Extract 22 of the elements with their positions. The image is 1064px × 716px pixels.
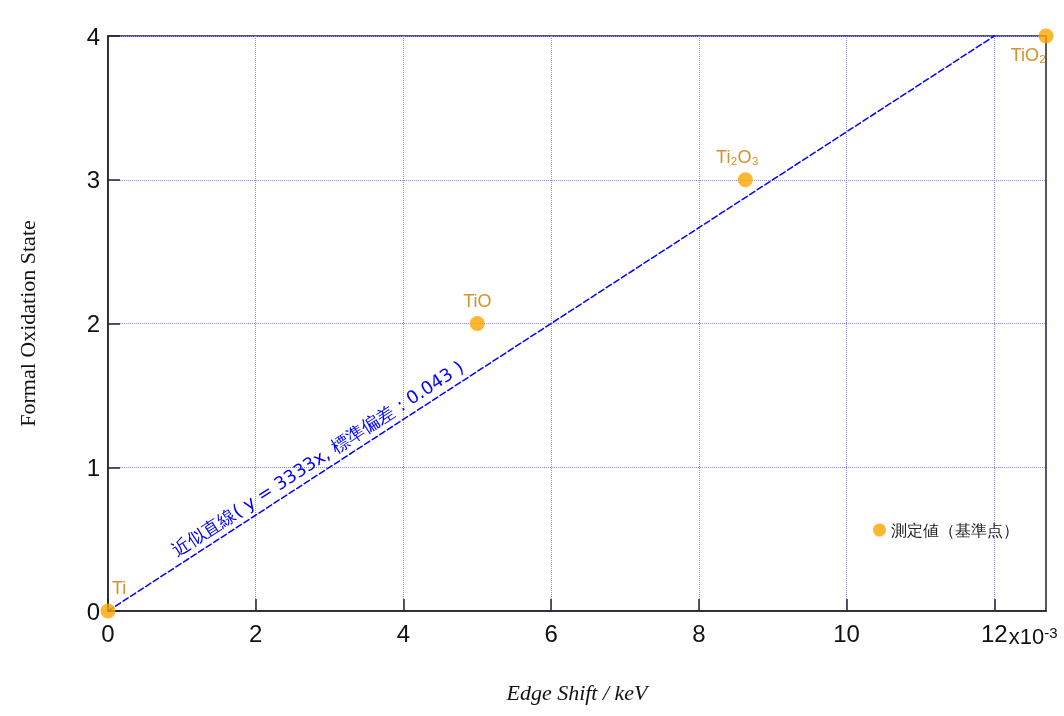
point xyxy=(469,316,485,331)
x-axis-title: Edge Shift / keV xyxy=(505,679,651,705)
y-tick-label: 3 xyxy=(86,166,100,194)
legend-label: 測定値（基準点） xyxy=(891,521,1019,539)
x-tick-label: 10 xyxy=(833,619,860,647)
y-tick-label: 0 xyxy=(86,597,100,625)
x-tick-label: 6 xyxy=(544,619,558,647)
y-tick-label: 4 xyxy=(86,22,100,50)
point xyxy=(1038,28,1054,44)
point xyxy=(737,172,753,188)
x-tick-label: 4 xyxy=(396,619,411,647)
x-tick-label: 8 xyxy=(692,619,706,647)
y-tick-label: 2 xyxy=(86,310,100,337)
annotation: Ti xyxy=(112,578,127,598)
annotation: TiO₂ xyxy=(1010,45,1046,65)
annotation: TiO xyxy=(463,290,492,311)
x-tick-label: 12 xyxy=(980,619,1008,647)
y-axis-title: Formal Oxidation State xyxy=(14,220,40,427)
annotation: Ti₂O₃ xyxy=(716,146,759,167)
y-tick-label: 1 xyxy=(86,453,100,481)
x-tick-label: 2 xyxy=(249,619,263,647)
point xyxy=(100,603,116,619)
